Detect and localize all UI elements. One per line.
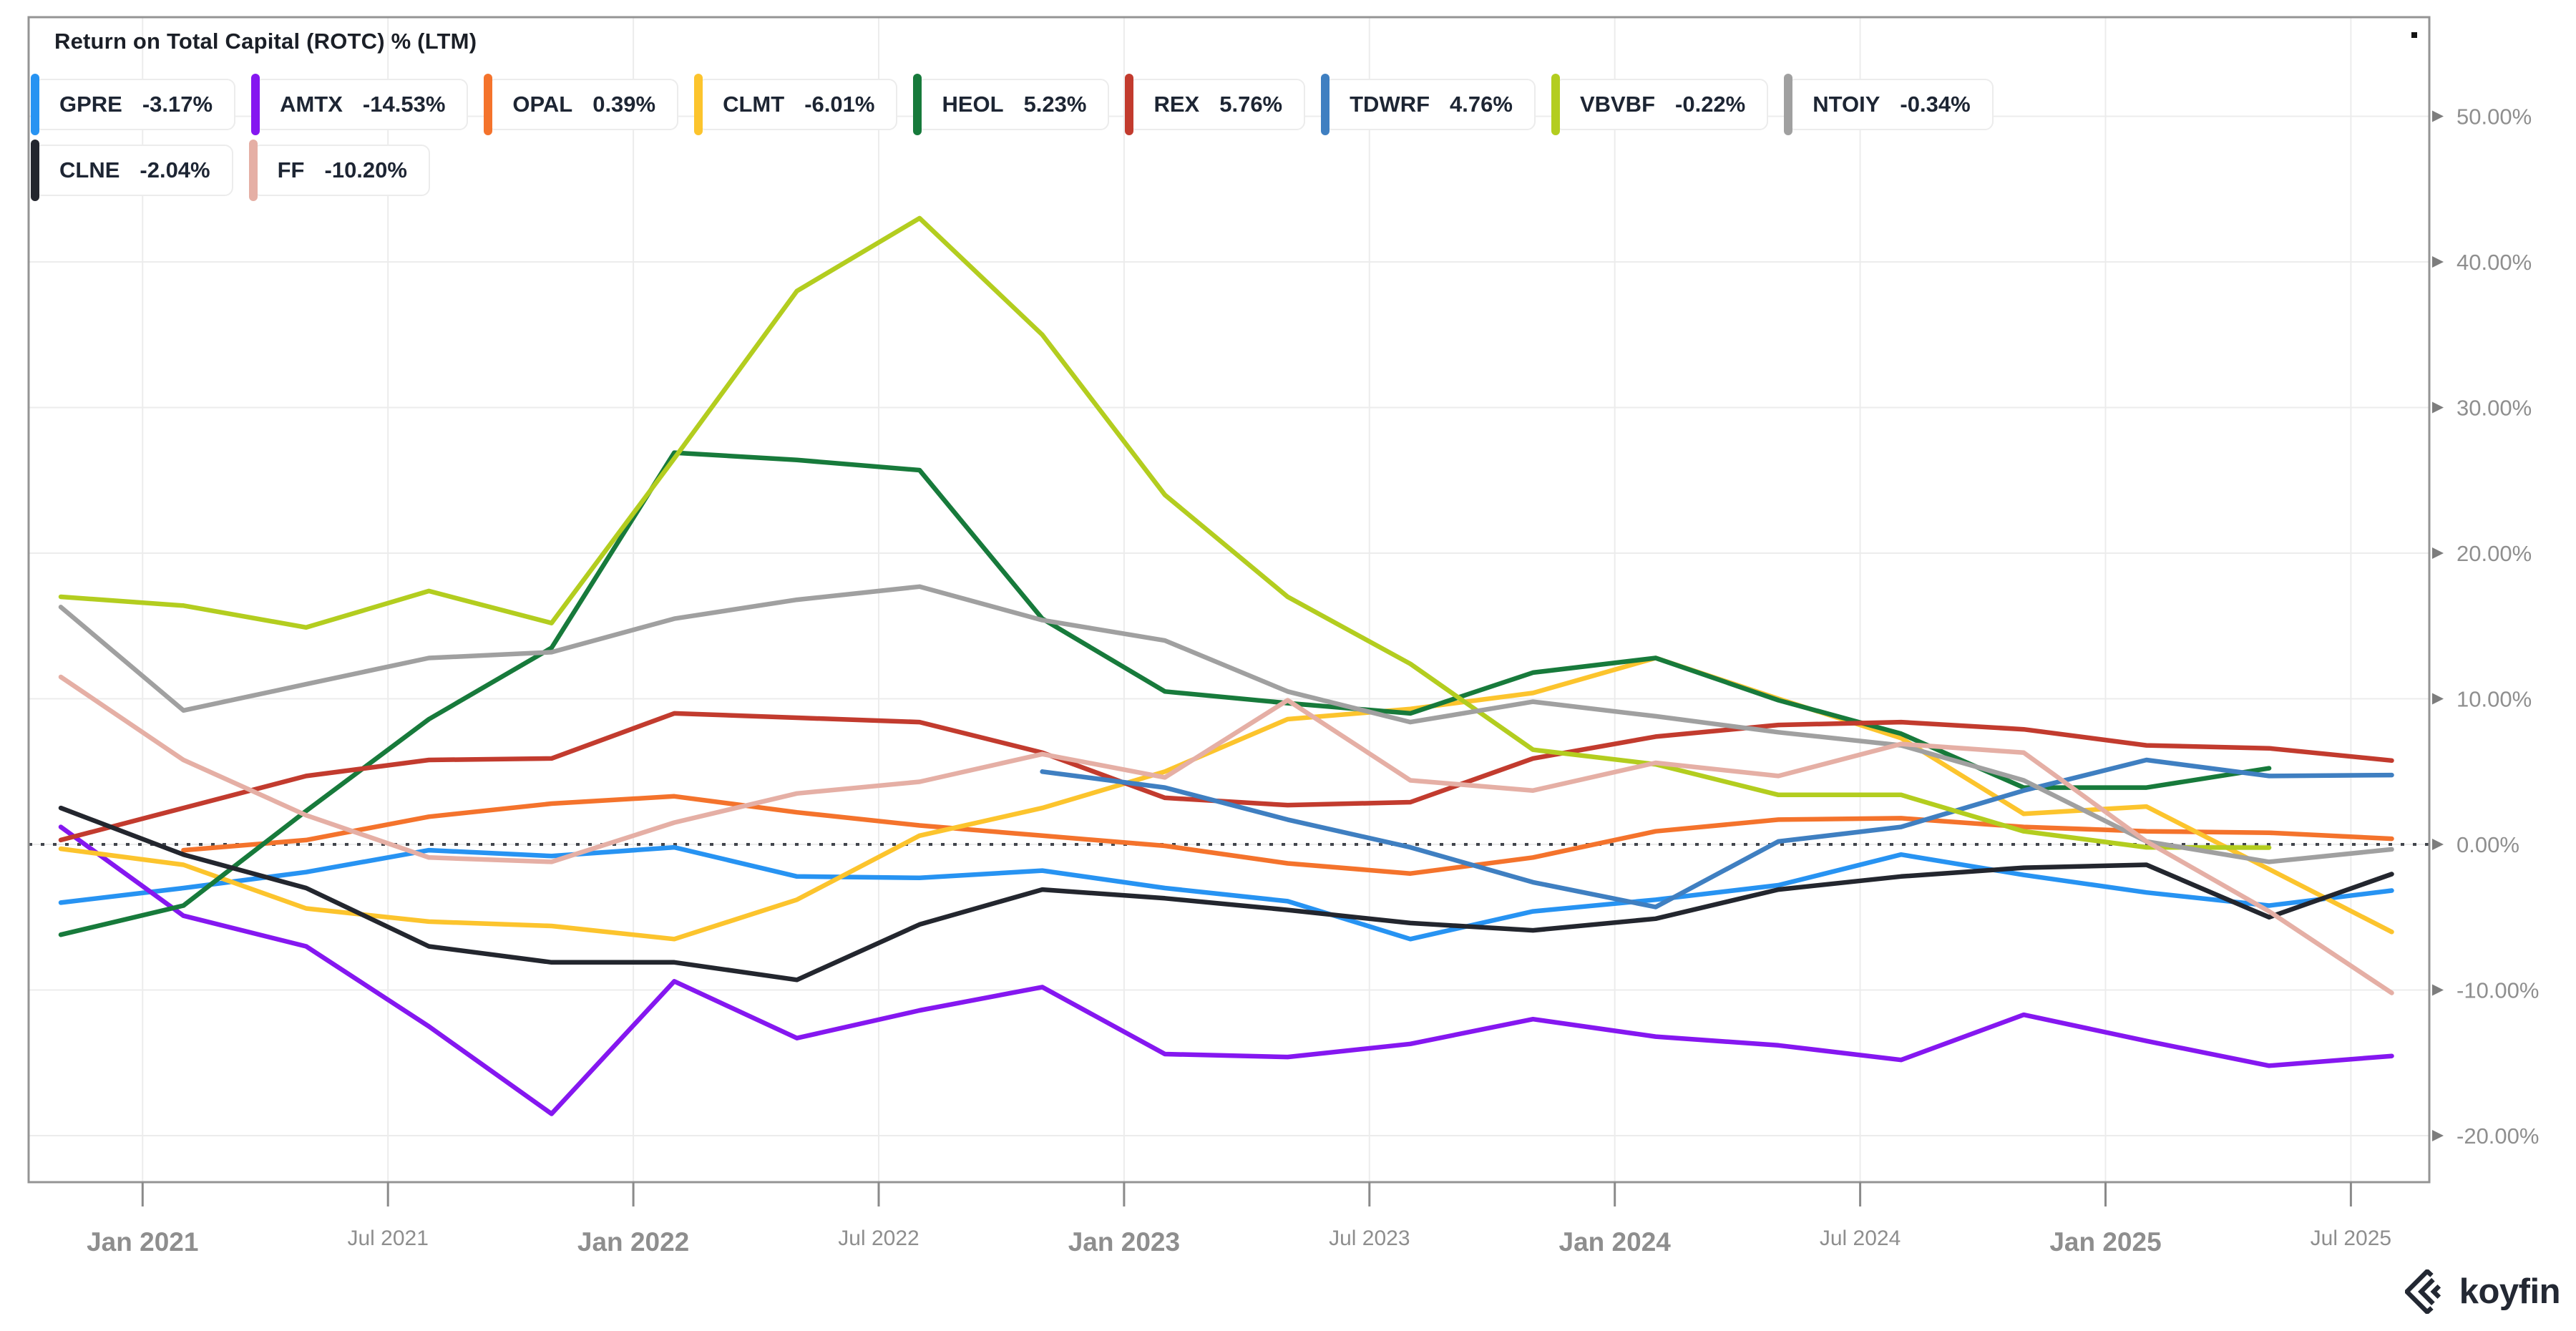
x-tick-label: Jan 2022 xyxy=(577,1227,689,1257)
legend-item-TDWRF[interactable]: TDWRF 4.76% xyxy=(1321,74,1536,135)
legend-value: -2.04% xyxy=(140,157,210,182)
legend-value: -10.20% xyxy=(324,157,407,182)
legend-ticker: AMTX xyxy=(280,92,343,117)
legend-item-VBVBF[interactable]: VBVBF -0.22% xyxy=(1551,74,1769,135)
y-tick-label: 50.00% xyxy=(2457,104,2532,130)
legend-item-OPAL[interactable]: OPAL 0.39% xyxy=(484,74,679,135)
y-axis: 50.00% 40.00% 30.00% 20.00% 10.00% 0.00% -10.0… xyxy=(2432,104,2539,1149)
legend-value: -14.53% xyxy=(362,92,446,117)
series-line-TDWRF[interactable] xyxy=(1040,757,2394,910)
series-line-FF[interactable] xyxy=(58,674,2394,995)
series-color-bar xyxy=(1125,74,1134,135)
legend-item-CLMT[interactable]: CLMT -6.01% xyxy=(694,74,898,135)
legend-value: 5.23% xyxy=(1023,92,1087,117)
legend-item-HEOL[interactable]: HEOL 5.23% xyxy=(913,74,1110,135)
x-tick-label: Jan 2025 xyxy=(2049,1227,2161,1257)
series-color-bar xyxy=(248,140,258,201)
legend-item-GPRE[interactable]: GPRE -3.17% xyxy=(31,74,236,135)
series-color-bar xyxy=(31,74,39,135)
legend-item-CLNE[interactable]: CLNE -2.04% xyxy=(31,140,233,201)
legend-value: 5.76% xyxy=(1219,92,1283,117)
series-color-bar xyxy=(1551,74,1560,135)
series-color-bar xyxy=(31,140,39,201)
x-tick-label: Jul 2024 xyxy=(1820,1227,1901,1250)
legend-ticker: FF xyxy=(277,157,305,182)
series-line-NTOIY[interactable] xyxy=(58,584,2394,864)
series-color-bar xyxy=(1784,74,1793,135)
series-color-bar xyxy=(694,74,703,135)
legend-ticker: CLNE xyxy=(59,157,120,182)
legend-item-REX[interactable]: REX 5.76% xyxy=(1125,74,1306,135)
series-line-CLNE[interactable] xyxy=(58,805,2394,983)
x-tick-label: Jan 2023 xyxy=(1068,1227,1180,1257)
legend-row: CLNE -2.04% FF -10.20% xyxy=(31,140,1994,201)
y-tick-label: -10.00% xyxy=(2457,978,2539,1003)
series-line-AMTX[interactable] xyxy=(58,824,2394,1116)
legend-value: -3.17% xyxy=(142,92,213,117)
y-tick-label: -20.00% xyxy=(2457,1123,2539,1149)
x-tick-label: Jan 2024 xyxy=(1559,1227,1672,1257)
koyfin-logo-text: koyfin xyxy=(2459,1272,2561,1311)
legend-value: 0.39% xyxy=(592,92,656,117)
y-tick-label: 0.00% xyxy=(2457,832,2519,857)
legend-row: GPRE -3.17% AMTX -14.53% OPAL 0.39% CLMT -6.01%… xyxy=(31,74,1994,135)
legend-item-NTOIY[interactable]: NTOIY -0.34% xyxy=(1784,74,1994,135)
legend-ticker: GPRE xyxy=(59,92,122,117)
series-lines xyxy=(58,215,2394,1116)
y-tick-label: 10.00% xyxy=(2457,687,2532,712)
series-color-bar xyxy=(251,74,260,135)
legend-ticker: HEOL xyxy=(942,92,1004,117)
series-line-VBVBF[interactable] xyxy=(58,215,2272,850)
x-tick-label: Jul 2023 xyxy=(1329,1227,1410,1250)
y-tick-label: 40.00% xyxy=(2457,250,2532,275)
series-line-OPAL[interactable] xyxy=(181,794,2394,876)
x-tick-label: Jan 2021 xyxy=(87,1227,198,1257)
legend-ticker: NTOIY xyxy=(1813,92,1880,117)
x-tick-label: Jul 2021 xyxy=(347,1227,428,1250)
legend-ticker: OPAL xyxy=(512,92,573,117)
koyfin-logo-icon xyxy=(2404,1269,2441,1314)
legend: GPRE -3.17% AMTX -14.53% OPAL 0.39% CLMT -6.01%… xyxy=(31,74,1994,210)
legend-value: -0.22% xyxy=(1675,92,1746,117)
series-line-GPRE[interactable] xyxy=(58,844,2394,942)
legend-ticker: REX xyxy=(1153,92,1200,117)
series-color-bar xyxy=(913,74,922,135)
series-line-HEOL[interactable] xyxy=(58,450,2272,937)
legend-value: 4.76% xyxy=(1450,92,1513,117)
series-line-CLMT[interactable] xyxy=(58,655,2394,942)
y-tick-label: 20.00% xyxy=(2457,541,2532,566)
series-color-bar xyxy=(1321,74,1330,135)
legend-item-AMTX[interactable]: AMTX -14.53% xyxy=(251,74,469,135)
x-tick-label: Jul 2022 xyxy=(838,1227,919,1250)
koyfin-watermark: koyfin xyxy=(2404,1269,2561,1314)
legend-value: -6.01% xyxy=(804,92,875,117)
page-title: Return on Total Capital (ROTC) % (LTM) xyxy=(54,29,477,54)
ui-artifact-dot xyxy=(2411,32,2417,38)
legend-ticker: TDWRF xyxy=(1350,92,1430,117)
x-axis: Jan 2021 Jul 2021 Jan 2022 Jul 2022 Jan 2023… xyxy=(87,1182,2391,1257)
y-tick-label: 30.00% xyxy=(2457,396,2532,421)
legend-item-FF[interactable]: FF -10.20% xyxy=(248,140,430,201)
plot-border xyxy=(27,16,2431,1184)
x-tick-label: Jul 2025 xyxy=(2311,1227,2391,1250)
series-color-bar xyxy=(484,74,493,135)
legend-value: -0.34% xyxy=(1900,92,1971,117)
legend-ticker: VBVBF xyxy=(1579,92,1656,117)
legend-ticker: CLMT xyxy=(723,92,785,117)
